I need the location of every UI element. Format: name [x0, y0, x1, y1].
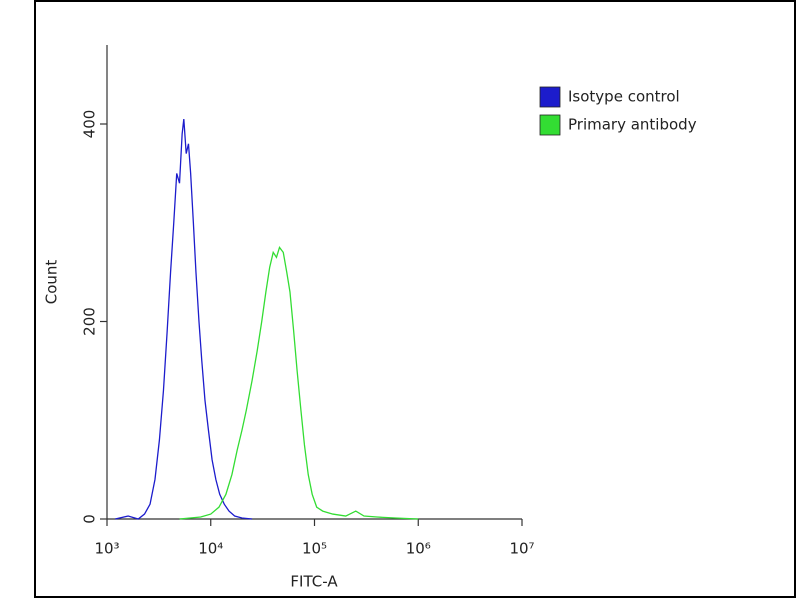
x-axis-label: FITC-A: [290, 573, 338, 591]
y-tick-label: 200: [81, 307, 99, 336]
series-line: [115, 118, 253, 520]
y-tick-label: 0: [81, 514, 99, 524]
x-tick-label: 10⁷: [509, 540, 534, 558]
legend-label: Isotype control: [568, 88, 680, 106]
x-tick-label: 10³: [94, 540, 119, 558]
legend-swatch: [539, 86, 561, 108]
series-line: [179, 246, 419, 520]
y-tick-label: 400: [81, 110, 99, 139]
x-tick-label: 10⁴: [198, 540, 223, 558]
legend-label: Primary antibody: [568, 116, 697, 134]
y-axis-label: Count: [43, 260, 61, 305]
x-tick-label: 10⁵: [302, 540, 327, 558]
frame: [34, 0, 796, 598]
legend-swatch: [539, 114, 561, 136]
x-tick-label: 10⁶: [406, 540, 431, 558]
